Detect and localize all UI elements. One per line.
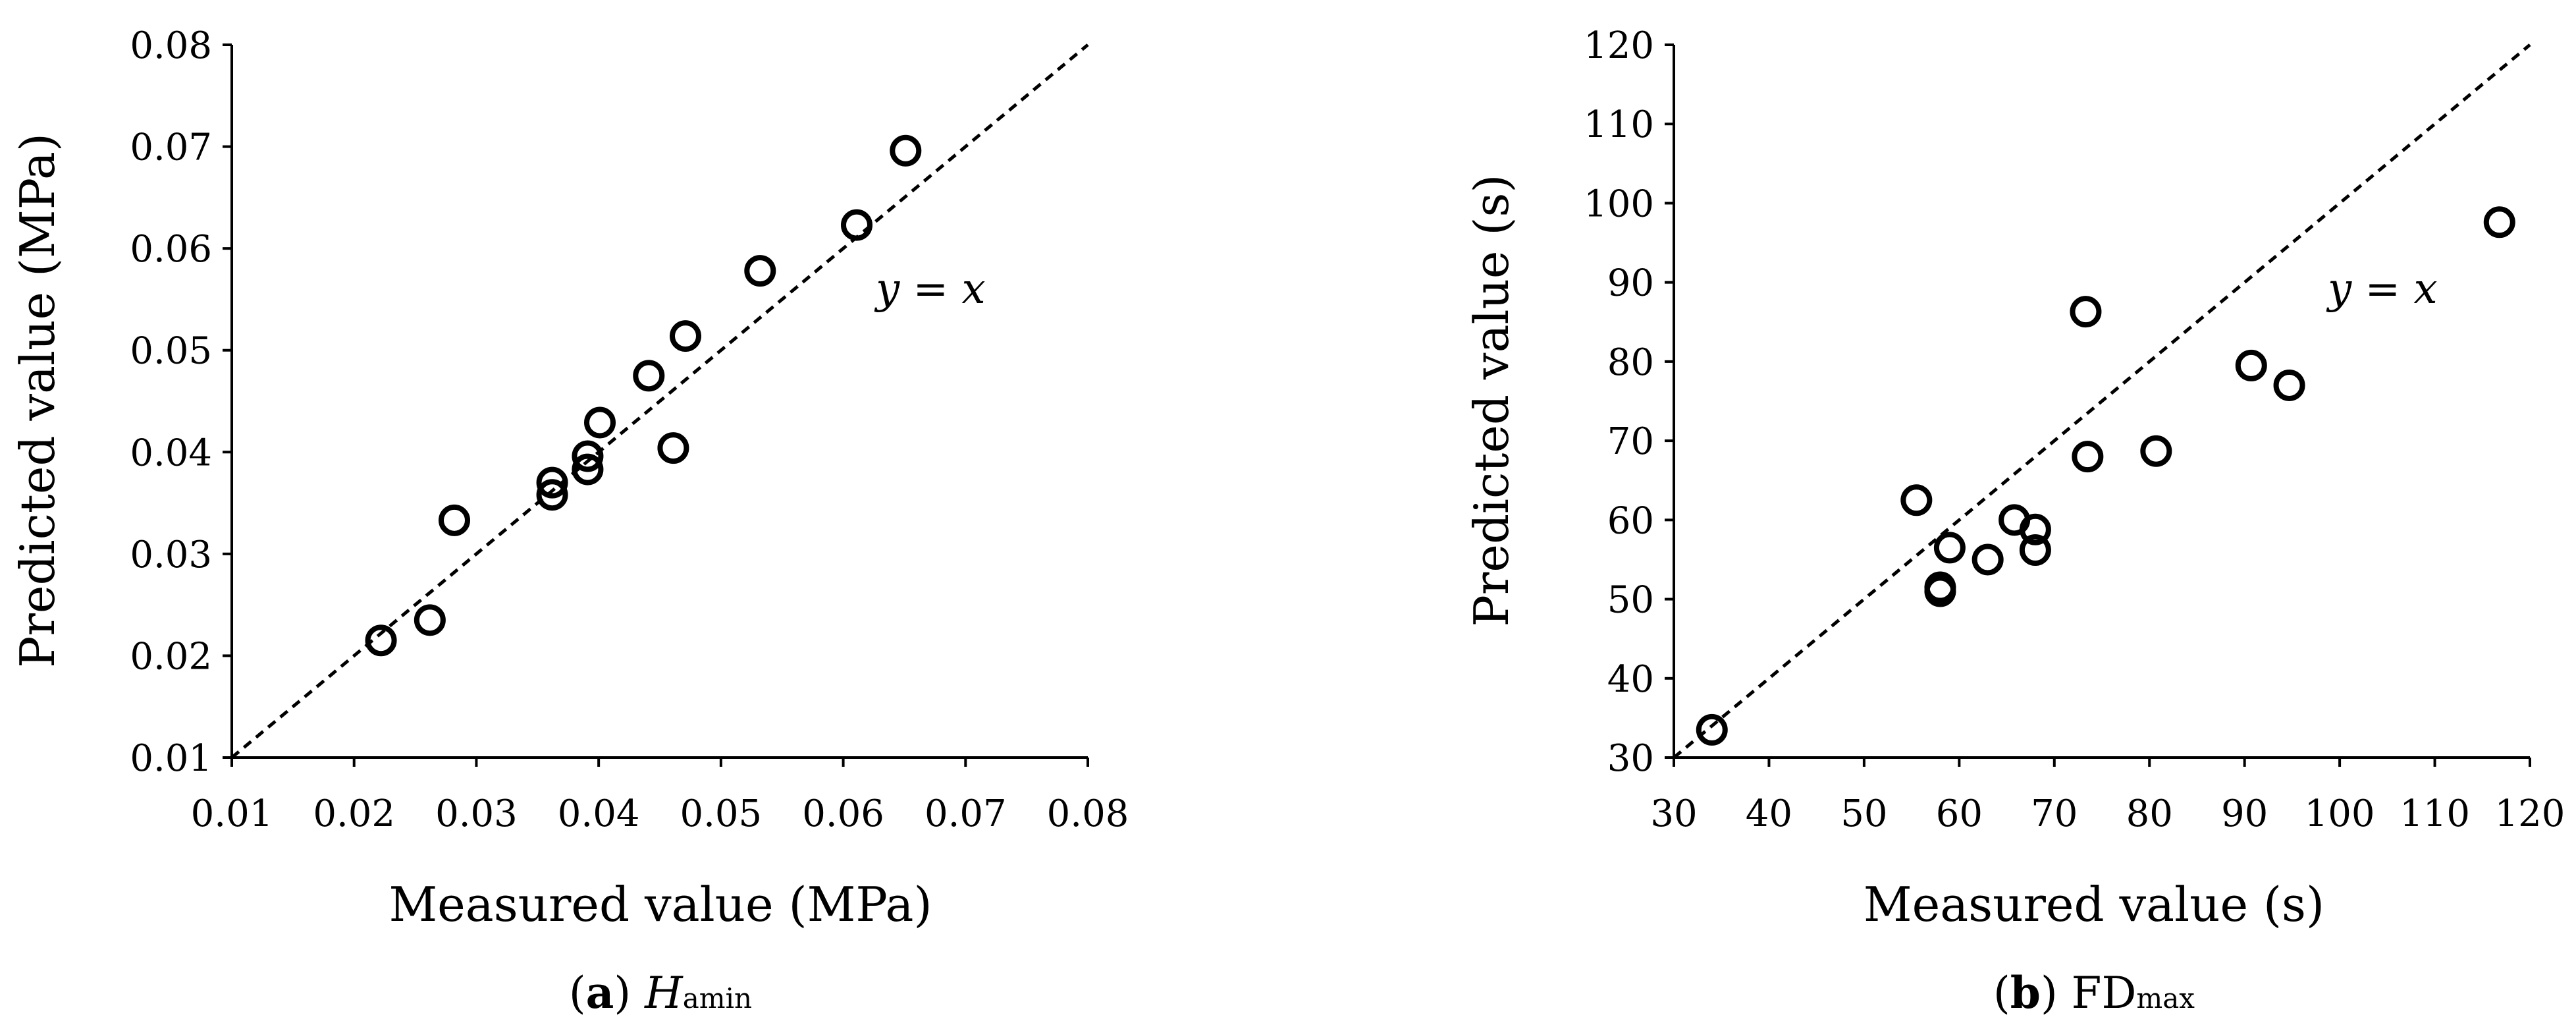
a-data-point	[536, 479, 568, 511]
a-x-tick-label: 0.05	[680, 792, 763, 835]
a-y-tick-label: 0.03	[130, 534, 212, 576]
a-y-tick-label: 0.06	[130, 228, 212, 271]
a-y-axis-label: Predicted value (MPa)	[10, 133, 65, 668]
a-annotation: y = x	[874, 265, 986, 314]
chart-b: 30 40 50 60 70 80 90 100 110 120 30 40 50 60 70 80 90 100…	[1464, 24, 2565, 1018]
b-caption-main: FD	[2072, 968, 2137, 1018]
b-x-tick-label: 90	[2221, 792, 2268, 835]
b-reference-line	[1673, 43, 2531, 759]
a-y-tick-label: 0.01	[130, 737, 212, 780]
a-data-point	[439, 504, 470, 536]
b-data-point	[2070, 296, 2102, 328]
a-points-group	[365, 134, 922, 657]
b-y-tick-label: 110	[1584, 103, 1654, 146]
b-caption-letter: b	[2010, 967, 2041, 1018]
b-y-tick-label: 40	[1607, 658, 1654, 701]
a-caption-letter: a	[586, 967, 614, 1018]
a-y-tick-label: 0.07	[130, 126, 212, 169]
b-y-tick-label: 70	[1607, 420, 1654, 463]
a-data-point	[890, 134, 922, 167]
b-y-tick-label: 60	[1607, 499, 1654, 542]
a-caption-main: H	[644, 968, 684, 1018]
b-data-point	[2019, 534, 2051, 567]
a-caption: (a) Hamin	[569, 967, 752, 1018]
b-y-tick-label: 30	[1607, 737, 1654, 780]
a-x-tick-label: 0.01	[191, 792, 273, 835]
a-x-tick-label: 0.04	[558, 792, 640, 835]
a-x-axis-label: Measured value (MPa)	[389, 877, 932, 932]
b-y-tick-label: 120	[1584, 24, 1654, 67]
b-x-axis-label: Measured value (s)	[1864, 877, 2324, 932]
b-x-tick-label: 30	[1650, 792, 1697, 835]
b-data-point	[1924, 575, 1956, 607]
a-data-point	[841, 209, 872, 241]
b-x-tick-label: 60	[1936, 792, 1983, 835]
b-x-tick-label: 50	[1840, 792, 1887, 835]
b-data-point	[1696, 713, 1728, 746]
b-y-tick-label: 90	[1607, 262, 1654, 305]
a-data-point	[670, 320, 701, 352]
b-caption: (b) FDmax	[1993, 967, 2195, 1018]
a-x-tick-label: 0.02	[313, 792, 395, 835]
b-x-tick-label: 110	[2400, 792, 2470, 835]
b-x-tick-label: 40	[1746, 792, 1792, 835]
a-reference-line	[230, 43, 1089, 759]
b-annotation: y = x	[2326, 265, 2438, 314]
b-data-point	[1900, 484, 1933, 516]
b-x-tick-label: 70	[2031, 792, 2078, 835]
b-y-axis-label: Predicted value (s)	[1464, 174, 1519, 626]
a-data-point	[365, 624, 397, 657]
b-x-tick-label: 80	[2126, 792, 2173, 835]
a-data-point	[572, 440, 604, 472]
a-x-tick-label: 0.03	[435, 792, 518, 835]
a-data-point	[572, 453, 604, 485]
b-tick-group: 30 40 50 60 70 80 90 100 110 120 30 40 50 60 70 80 90 100…	[1584, 24, 2565, 835]
a-y-tick-label: 0.02	[130, 635, 212, 678]
b-data-point	[2140, 435, 2172, 467]
a-y-tick-label: 0.04	[130, 431, 212, 474]
b-y-tick-label: 50	[1607, 579, 1654, 622]
a-data-point	[536, 466, 568, 499]
b-x-tick-label: 120	[2495, 792, 2565, 835]
b-x-tick-label: 100	[2305, 792, 2375, 835]
b-data-point	[2019, 513, 2051, 545]
b-y-tick-label: 80	[1607, 341, 1654, 384]
a-y-tick-label: 0.05	[130, 330, 212, 373]
a-x-tick-label: 0.07	[925, 792, 1007, 835]
b-data-point	[2235, 349, 2267, 381]
b-data-point	[2273, 369, 2305, 401]
a-caption-sub: amin	[683, 982, 752, 1014]
a-data-point	[414, 604, 446, 636]
b-data-point	[2483, 206, 2515, 238]
b-data-point	[2072, 441, 2104, 473]
a-data-point	[584, 406, 616, 439]
a-x-tick-label: 0.06	[802, 792, 884, 835]
b-data-point	[1933, 532, 1966, 564]
b-data-point	[1972, 543, 2004, 576]
b-points-group	[1696, 206, 2515, 746]
a-data-point	[657, 432, 689, 464]
a-x-tick-label: 0.08	[1047, 792, 1129, 835]
a-data-point	[633, 360, 665, 392]
chart-a: 0.01 0.02 0.03 0.04 0.05 0.06 0.07 0.08 0.01 0.02…	[10, 24, 1129, 1018]
a-tick-group: 0.01 0.02 0.03 0.04 0.05 0.06 0.07 0.08 0.01 0.02…	[130, 24, 1129, 835]
a-data-point	[744, 255, 776, 287]
b-caption-sub: max	[2136, 982, 2195, 1014]
b-y-tick-label: 100	[1584, 182, 1654, 225]
a-y-tick-label: 0.08	[130, 24, 212, 67]
